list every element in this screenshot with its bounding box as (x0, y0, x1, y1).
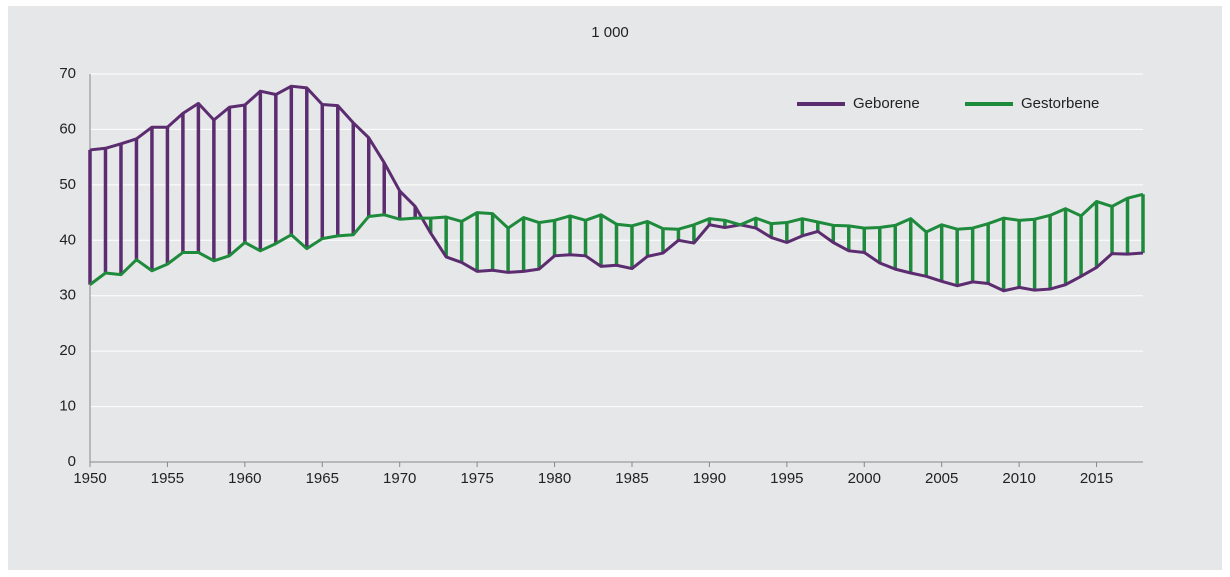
y-tick-label: 30 (59, 287, 76, 304)
y-tick-label: 60 (59, 120, 76, 137)
y-tick-label: 70 (59, 65, 76, 82)
x-tick-label: 1965 (306, 470, 339, 487)
series-line (89, 84, 1144, 293)
x-tick-label: 1955 (151, 470, 184, 487)
chart-title: 1 000 (591, 24, 629, 41)
x-tick-label: 1975 (460, 470, 493, 487)
x-tick-label: 1985 (615, 470, 648, 487)
y-tick-label: 50 (59, 176, 76, 193)
x-tick-label: 1960 (228, 470, 261, 487)
x-tick-label: 1980 (538, 470, 571, 487)
legend-label: Gestorbene (1021, 95, 1099, 112)
x-tick-label: 2010 (1002, 470, 1035, 487)
y-tick-label: 0 (68, 453, 76, 470)
x-tick-label: 1990 (693, 470, 726, 487)
x-tick-label: 1995 (770, 470, 803, 487)
x-tick-label: 1950 (73, 470, 106, 487)
x-tick-label: 2015 (1080, 470, 1113, 487)
legend-label: Geborene (853, 95, 920, 112)
x-tick-label: 2005 (925, 470, 958, 487)
x-tick-label: 2000 (848, 470, 881, 487)
y-tick-label: 20 (59, 342, 76, 359)
y-tick-label: 40 (59, 231, 76, 248)
x-tick-label: 1970 (383, 470, 416, 487)
series-line (89, 192, 1144, 286)
y-tick-label: 10 (59, 398, 76, 415)
